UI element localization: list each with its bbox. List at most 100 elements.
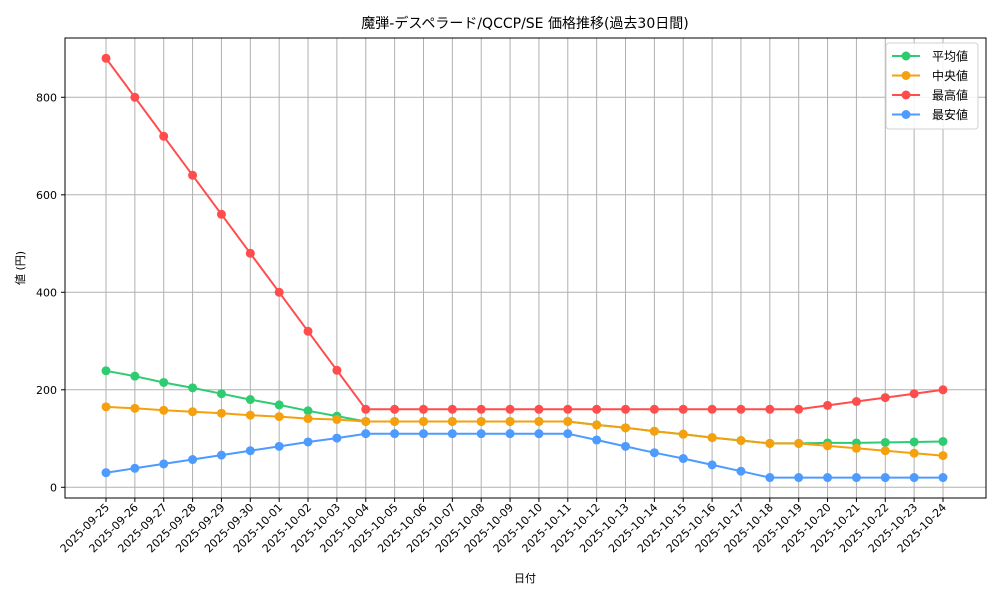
data-point [216,389,226,399]
data-point [332,415,342,425]
legend-marker-icon [901,51,911,61]
data-point [101,402,111,412]
data-point [938,436,948,446]
data-point [592,435,602,445]
y-tick-label: 0 [50,481,57,494]
series-中央値 [101,402,948,461]
data-point [188,407,198,417]
data-point [332,365,342,375]
plot-frame [64,37,987,499]
data-point [188,170,198,180]
legend-item: 最高値 [892,88,968,103]
data-point [159,377,169,387]
x-axis-ticks: 2025-09-252025-09-262025-09-272025-09-28… [58,498,949,555]
data-point [390,416,400,426]
y-tick-label: 800 [36,91,57,104]
data-point [534,429,544,439]
data-point [332,433,342,443]
data-point [130,371,140,381]
data-point [621,404,631,414]
data-point [909,437,919,447]
series-line [105,405,944,457]
data-point [101,468,111,478]
data-point [476,416,486,426]
y-tick-label: 400 [36,286,57,299]
legend-item: 中央値 [892,68,968,83]
data-point [938,473,948,483]
data-point [678,454,688,464]
data-point [823,441,833,451]
x-axis-label: 日付 [514,572,536,585]
y-tick-label: 600 [36,189,57,202]
data-point [909,473,919,483]
data-point [678,429,688,439]
data-point [534,404,544,414]
data-point [245,395,255,405]
chart-title: 魔弾-デスペラード/QCCP/SE 価格推移(過去30日間) [361,15,688,32]
data-point [678,404,688,414]
data-point [707,404,717,414]
data-point [216,408,226,418]
legend-marker-icon [901,71,911,80]
data-point [418,416,428,426]
y-tick-label: 200 [36,384,57,397]
data-point [794,438,804,448]
data-point [476,429,486,439]
data-point [794,473,804,483]
data-point [274,287,284,297]
data-point [159,131,169,141]
series-line [105,57,944,411]
data-point [245,446,255,456]
series-最高値 [101,53,948,414]
data-point [188,455,198,465]
data-point [563,404,573,414]
data-point [851,473,861,483]
data-point [447,429,457,439]
series-最安値 [101,429,948,483]
data-point [303,326,313,336]
data-point [621,423,631,433]
data-point [505,416,515,426]
data-point [649,448,659,458]
data-point [851,443,861,453]
data-point [823,473,833,483]
data-point [447,416,457,426]
data-point [649,426,659,436]
data-point [505,404,515,414]
data-point [130,92,140,102]
data-point [159,459,169,469]
data-point [765,473,775,483]
data-point [361,404,371,414]
legend-item: 最安値 [892,107,968,122]
legend-label: 最高値 [932,88,968,103]
data-point [621,441,631,451]
data-point [418,429,428,439]
data-point [765,404,775,414]
data-point [130,403,140,413]
data-point [188,383,198,393]
data-point [476,404,486,414]
data-point [880,446,890,456]
data-point [361,429,371,439]
data-point [447,404,457,414]
data-point [880,437,890,447]
data-point [909,389,919,399]
legend-label: 平均値 [932,49,968,64]
grid-lines [65,38,986,498]
data-point [274,400,284,410]
data-point [216,450,226,460]
data-point [736,436,746,445]
data-point [274,441,284,451]
legend-label: 最安値 [932,107,968,122]
data-point [274,412,284,422]
data-point [101,366,111,376]
data-point [390,429,400,439]
data-point [851,397,861,406]
data-point [880,473,890,483]
series-lines [101,53,948,483]
legend-item: 平均値 [892,49,968,64]
series-line [105,432,943,479]
data-point [794,404,804,414]
y-axis-ticks: 0 200 400 600 800 [36,91,65,494]
